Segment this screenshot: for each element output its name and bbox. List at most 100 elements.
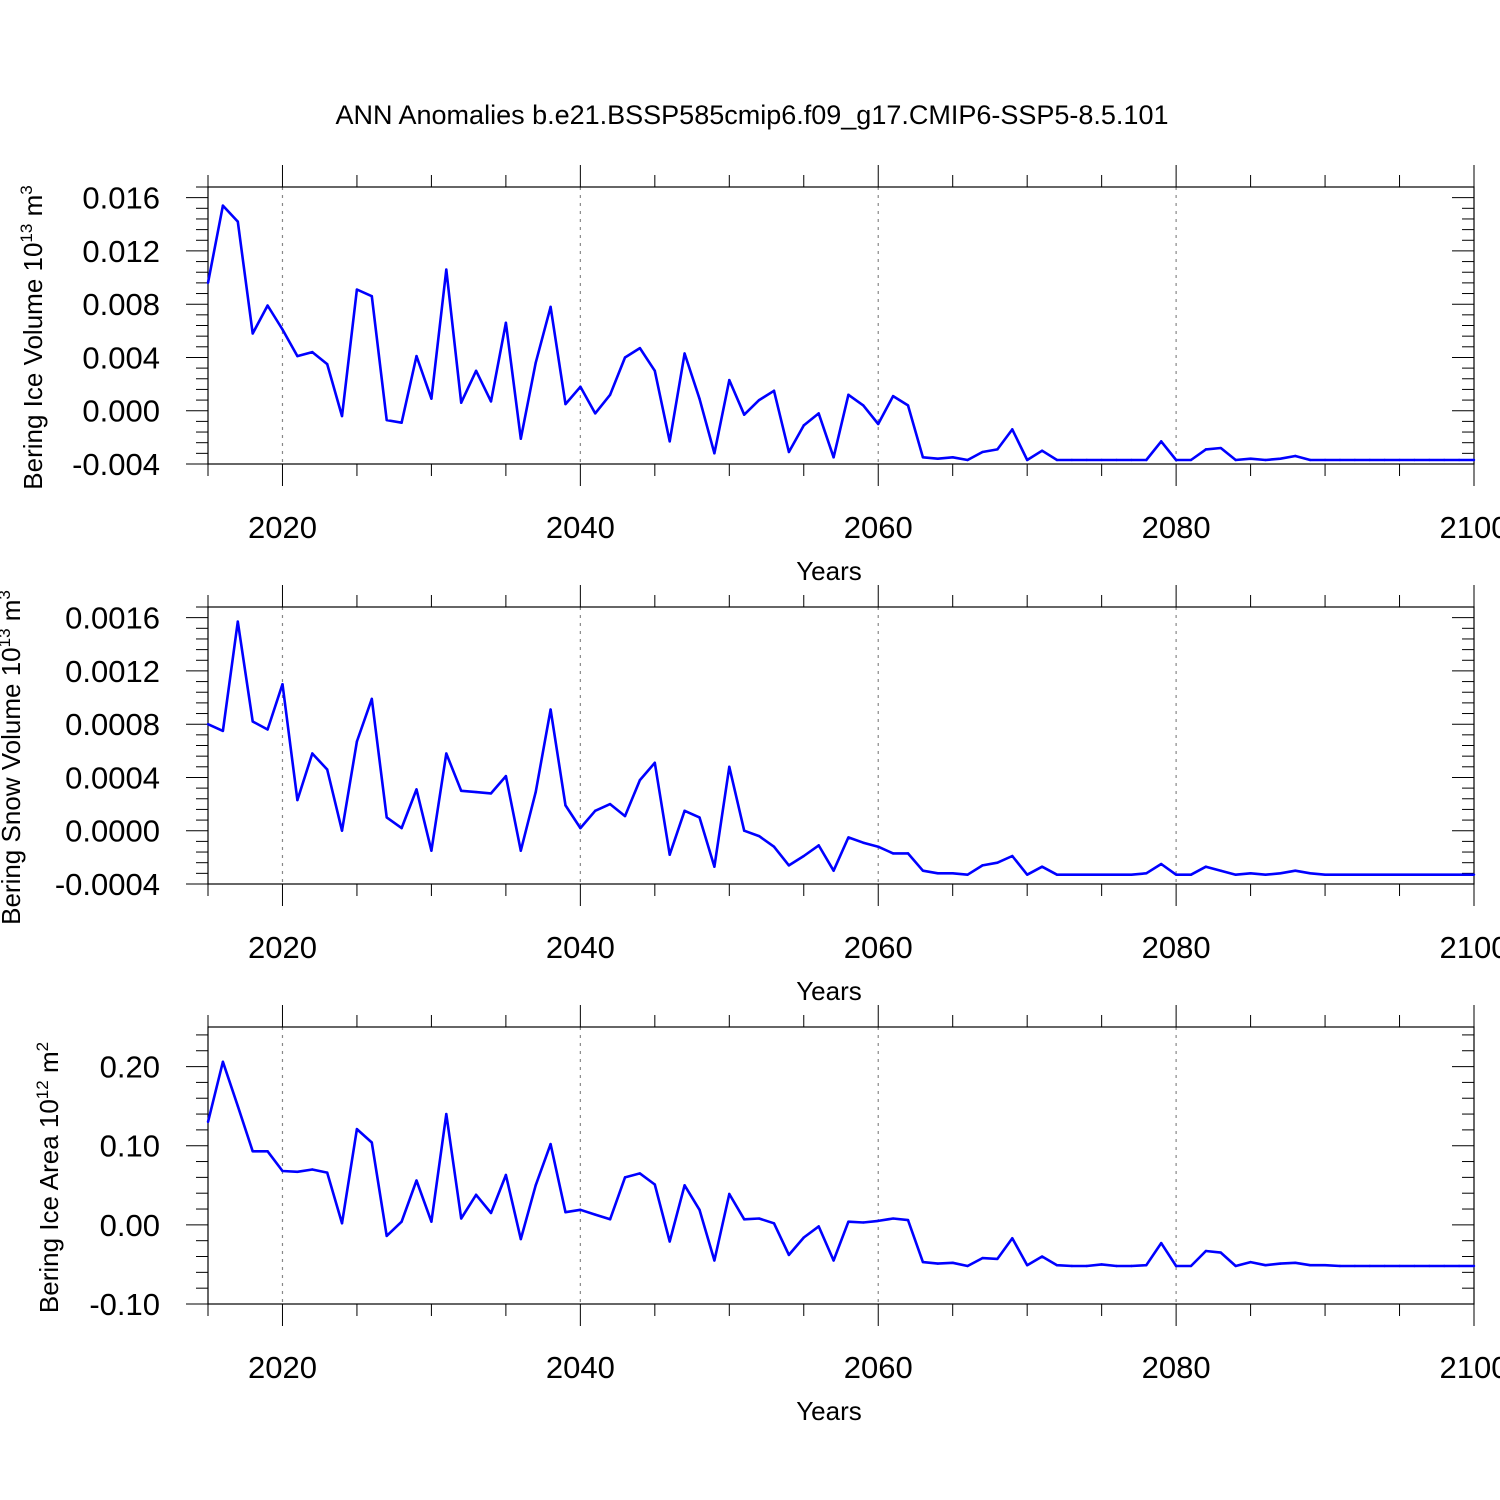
- data-point: [1368, 873, 1371, 876]
- x-tick-label: 2080: [1142, 510, 1211, 545]
- data-point: [877, 845, 880, 848]
- data-point: [340, 414, 344, 418]
- series-line: [207, 620, 1474, 877]
- data-point: [1219, 446, 1223, 450]
- data-point: [579, 385, 582, 388]
- panel-3: 2020 2040 2060 2080 2100 Years -0.10 0.00 0.10 0.…: [33, 1005, 1500, 1426]
- data-point: [519, 849, 522, 852]
- data-point: [1174, 458, 1178, 462]
- data-point: [996, 448, 999, 451]
- data-point: [1160, 1241, 1163, 1245]
- data-point: [385, 816, 388, 819]
- data-point: [325, 1171, 329, 1174]
- data-point: [221, 1060, 225, 1064]
- y-tick-label: 0.0000: [65, 814, 160, 849]
- x-tick-label: 2040: [546, 1350, 615, 1385]
- data-point: [1204, 448, 1208, 451]
- data-point: [430, 849, 433, 852]
- x-axis-label: Years: [796, 976, 862, 1006]
- data-point: [1338, 1264, 1342, 1268]
- data-point: [504, 321, 508, 325]
- plot-frame: [207, 1026, 1475, 1305]
- data-point: [1383, 458, 1386, 462]
- data-point: [862, 1221, 865, 1224]
- data-point: [1457, 458, 1461, 462]
- data-point: [981, 450, 984, 454]
- data-point: [1383, 1264, 1386, 1268]
- data-point: [1428, 873, 1431, 876]
- data-point: [787, 450, 791, 454]
- data-point: [1413, 873, 1416, 876]
- data-point: [1249, 872, 1252, 875]
- data-point: [1145, 1264, 1148, 1267]
- data-point: [281, 683, 284, 686]
- data-point: [474, 790, 478, 794]
- data-point: [579, 1208, 582, 1212]
- data-point: [296, 1170, 299, 1174]
- data-point: [728, 1192, 731, 1196]
- data-point: [445, 1112, 448, 1116]
- x-tick-label: 2040: [546, 510, 615, 545]
- series-line: [206, 204, 1474, 462]
- data-point: [1025, 873, 1029, 876]
- data-point: [742, 829, 746, 832]
- data-point: [504, 1173, 508, 1177]
- data-point: [534, 361, 537, 364]
- data-point: [862, 404, 865, 407]
- data-point: [1338, 873, 1342, 876]
- data-point: [549, 708, 552, 711]
- data-point: [1413, 1264, 1416, 1268]
- data-point: [1472, 1264, 1476, 1268]
- data-point: [802, 1236, 805, 1239]
- data-point: [847, 836, 850, 839]
- data-point: [1219, 869, 1223, 872]
- data-point: [281, 328, 284, 331]
- data-point: [1234, 873, 1237, 876]
- data-point: [415, 788, 418, 791]
- data-point: [311, 752, 314, 755]
- data-point: [638, 346, 642, 350]
- data-point: [713, 452, 716, 455]
- data-point: [1070, 1264, 1074, 1268]
- y-tick-label: -0.004: [72, 447, 160, 482]
- data-point: [683, 1184, 686, 1187]
- data-point: [340, 1222, 344, 1225]
- data-point: [549, 1142, 552, 1146]
- data-point: [832, 456, 835, 459]
- data-point: [728, 378, 731, 382]
- data-point: [355, 1127, 359, 1131]
- x-tick-label: 2100: [1440, 930, 1500, 965]
- data-point: [1189, 873, 1193, 876]
- data-point: [311, 350, 314, 354]
- data-point: [385, 1234, 388, 1238]
- data-point: [862, 841, 865, 844]
- data-point: [623, 1176, 627, 1179]
- y-tick-label: 0.008: [82, 287, 160, 322]
- data-point: [1472, 458, 1476, 462]
- data-point: [489, 1211, 493, 1215]
- data-point: [951, 872, 954, 875]
- data-point: [906, 1218, 910, 1222]
- x-tick-label: 2100: [1440, 510, 1500, 545]
- data-point: [1025, 1264, 1029, 1267]
- data-point: [1413, 458, 1416, 462]
- y-tick-label: 0.016: [82, 181, 160, 216]
- data-point: [266, 1150, 269, 1153]
- y-tick-label: -0.10: [89, 1287, 160, 1322]
- data-point: [1160, 862, 1163, 866]
- data-point: [921, 456, 925, 459]
- data-point: [415, 1179, 418, 1182]
- data-point: [966, 873, 969, 876]
- data-point: [1025, 458, 1029, 462]
- data-point: [1115, 1264, 1118, 1268]
- data-point: [802, 854, 805, 858]
- data-point: [608, 393, 612, 396]
- data-point: [534, 790, 537, 794]
- data-point: [236, 620, 239, 623]
- data-point: [1174, 873, 1178, 876]
- data-point: [1457, 1264, 1461, 1268]
- data-point: [653, 369, 657, 372]
- data-point: [1085, 1264, 1088, 1268]
- x-tick-label: 2020: [248, 510, 317, 545]
- data-point: [683, 352, 686, 355]
